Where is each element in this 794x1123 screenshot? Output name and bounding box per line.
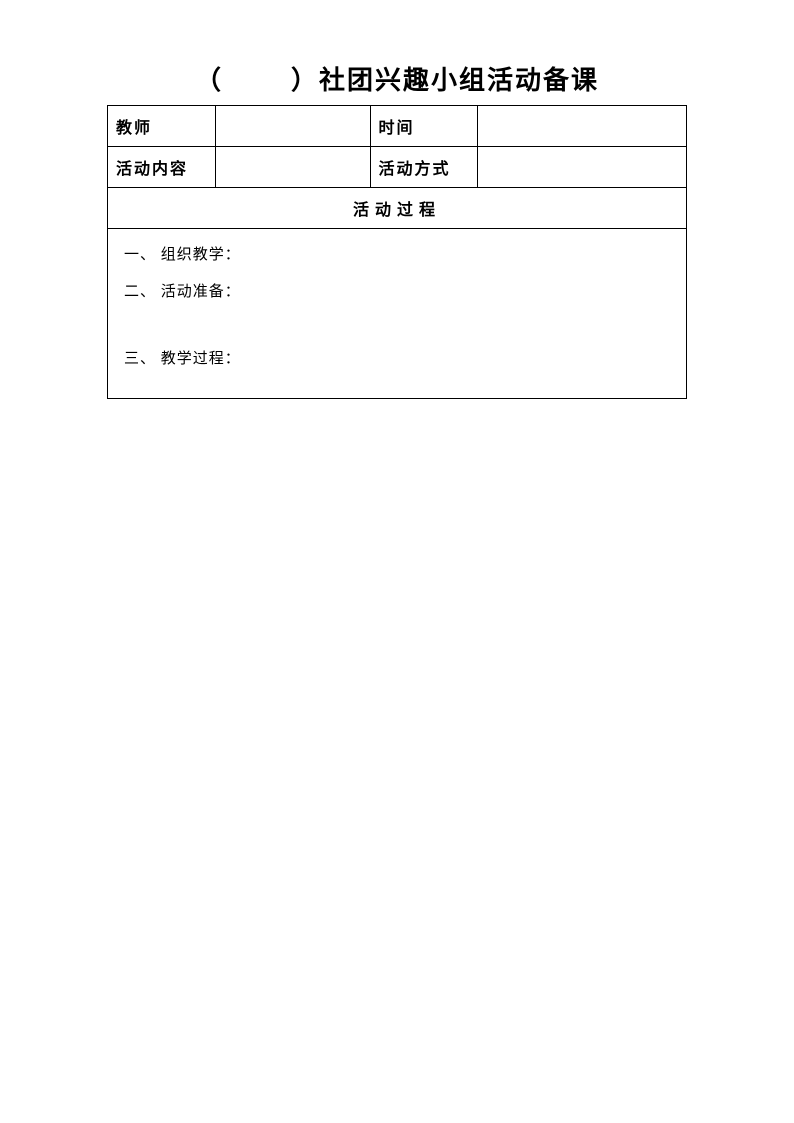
content-line-1: 一、 组织教学：: [124, 243, 670, 264]
table-row: 教师 时间: [108, 106, 687, 147]
value-activity-content: [215, 147, 370, 188]
label-teacher: 教师: [108, 106, 216, 147]
content-line-3: 三、 教学过程：: [124, 347, 670, 368]
label-time: 时间: [370, 106, 478, 147]
content-area: 一、 组织教学： 二、 活动准备： 三、 教学过程：: [108, 229, 687, 399]
label-activity-content: 活动内容: [108, 147, 216, 188]
document-title: （ ）社团兴趣小组活动备课: [100, 60, 694, 97]
table-row: 活动内容 活动方式: [108, 147, 687, 188]
value-activity-method: [478, 147, 687, 188]
content-line-2: 二、 活动准备：: [124, 280, 670, 301]
page-container: （ ）社团兴趣小组活动备课 教师 时间 活动内容 活动方式 活动过程 一、 组织…: [0, 0, 794, 459]
table-row: 活动过程: [108, 188, 687, 229]
value-time: [478, 106, 687, 147]
table-row: 一、 组织教学： 二、 活动准备： 三、 教学过程：: [108, 229, 687, 399]
label-activity-method: 活动方式: [370, 147, 478, 188]
section-header-process: 活动过程: [108, 188, 687, 229]
lesson-plan-table: 教师 时间 活动内容 活动方式 活动过程 一、 组织教学： 二、 活动准备： 三…: [107, 105, 687, 399]
value-teacher: [215, 106, 370, 147]
